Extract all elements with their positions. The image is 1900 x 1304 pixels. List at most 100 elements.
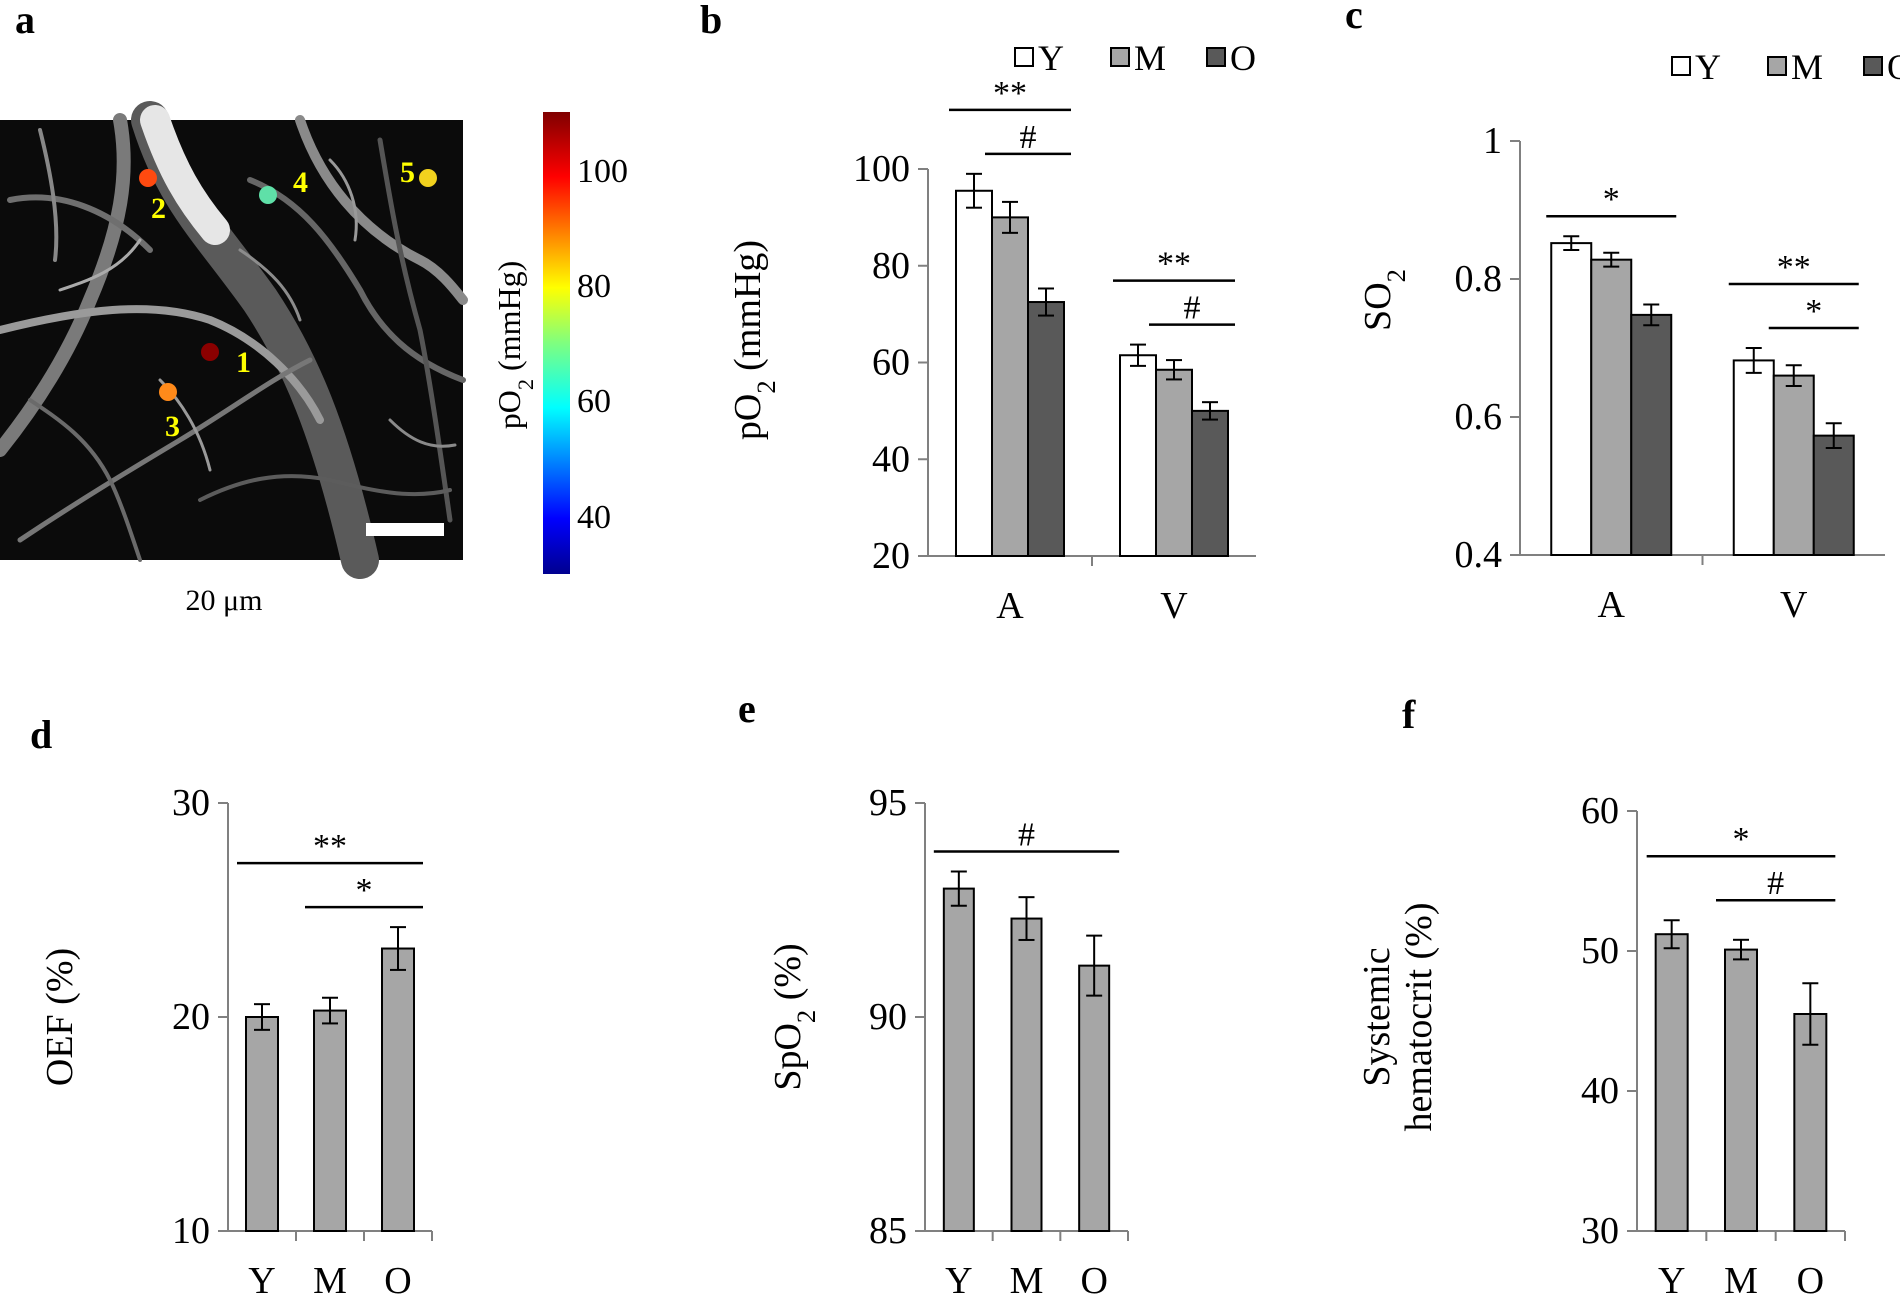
legend-label: O — [1230, 38, 1256, 78]
point-2-label: 2 — [151, 192, 166, 225]
bar — [942, 887, 975, 1232]
bar — [991, 216, 1029, 557]
significance-label: * — [356, 872, 373, 909]
significance-label: ** — [993, 75, 1027, 112]
x-tick-label: Y — [1658, 1260, 1685, 1302]
colorbar-ticks: 100 80 60 40 — [577, 153, 628, 536]
y-tick-label: 80 — [872, 245, 910, 287]
y-tick-label: 60 — [872, 342, 910, 384]
bar — [1119, 354, 1157, 557]
bar — [1027, 301, 1065, 557]
panel-letter-f: f — [1402, 692, 1416, 737]
y-tick-label: 100 — [853, 148, 910, 190]
legend-label: O — [1887, 47, 1900, 87]
chart-panel-c: 0.40.60.81SO2AVYMO**** — [1357, 47, 1900, 626]
significance-label: ** — [1777, 249, 1811, 286]
bar — [1732, 359, 1775, 557]
y-tick-label: 85 — [869, 1210, 907, 1252]
x-tick-label: V — [1780, 584, 1808, 626]
microscopy-image: 1 2 3 4 5 — [0, 101, 468, 579]
x-tick-label: M — [1010, 1260, 1044, 1302]
legend-swatch — [1110, 47, 1130, 67]
y-tick-label: 20 — [872, 535, 910, 577]
bar — [1772, 374, 1815, 556]
y-axis-label: hematocrit (%) — [1398, 903, 1440, 1132]
chart-panel-f: 30 40 50 60 Systemic hematocrit (%) Y M O * # — [1356, 790, 1846, 1302]
x-tick-label: M — [1724, 1260, 1758, 1302]
x-tick-label: O — [1080, 1260, 1107, 1302]
significance-label: ** — [313, 828, 347, 865]
bar — [1010, 917, 1043, 1232]
significance-label: ** — [1157, 246, 1191, 283]
point-4-label: 4 — [293, 166, 308, 199]
bar — [1793, 1013, 1828, 1232]
colorbar-tick: 80 — [577, 268, 611, 305]
significance-label: # — [1767, 865, 1784, 902]
colorbar-tick: 60 — [577, 383, 611, 420]
x-tick-label: V — [1160, 585, 1188, 627]
scale-bar-label: 20 μm — [186, 584, 263, 617]
legend-label: Y — [1695, 47, 1721, 87]
y-tick-label: 40 — [1581, 1070, 1619, 1112]
y-axis-label: SpO2 (%) — [767, 943, 821, 1090]
panel-letter-a: a — [15, 0, 35, 42]
legend-label: M — [1134, 38, 1166, 78]
scale-bar — [366, 523, 444, 536]
point-5-marker — [419, 169, 437, 187]
y-tick-label: 0.8 — [1455, 258, 1503, 300]
y-axis-label: Systemic — [1356, 947, 1398, 1086]
bar — [1078, 964, 1111, 1232]
legend-swatch — [1767, 56, 1787, 76]
chart-panel-e: 85 90 95 SpO2 (%) Y M O # — [767, 782, 1129, 1302]
legend: YMO — [1671, 47, 1900, 87]
bar — [1630, 313, 1673, 556]
x-tick-label: A — [1598, 584, 1626, 626]
point-5-label: 5 — [400, 156, 415, 189]
x-tick-label: O — [1797, 1260, 1824, 1302]
panel-letter-b: b — [700, 0, 722, 42]
bar — [313, 1009, 347, 1233]
legend-swatch — [1206, 47, 1226, 67]
x-tick-label: Y — [945, 1260, 972, 1302]
y-tick-label: 30 — [172, 782, 210, 824]
bar — [1724, 948, 1758, 1232]
x-tick-label: A — [996, 585, 1024, 627]
y-tick-label: 20 — [172, 996, 210, 1038]
colorbar-tick: 100 — [577, 153, 628, 190]
y-tick-label: 10 — [172, 1210, 210, 1252]
y-axis-label: SO2 — [1357, 269, 1411, 331]
chart-panel-d: 10 20 30 OEF (%) Y M O *** — [39, 782, 433, 1302]
y-tick-label: 40 — [872, 438, 910, 480]
significance-label: # — [1018, 816, 1035, 853]
legend-swatch — [1863, 56, 1883, 76]
y-tick-label: 60 — [1581, 790, 1619, 832]
panel-letter-d: d — [30, 712, 52, 757]
point-3-marker — [159, 383, 177, 401]
y-axis-label: pO2 (mmHg) — [727, 240, 781, 440]
bar — [245, 1016, 279, 1232]
legend-label: Y — [1038, 38, 1064, 78]
bar — [1654, 933, 1689, 1232]
y-tick-label: 90 — [869, 996, 907, 1038]
vessel-network — [0, 101, 468, 579]
panel-letter-e: e — [738, 686, 756, 731]
y-tick-label: 1 — [1483, 120, 1502, 162]
point-1-label: 1 — [236, 346, 251, 379]
point-1-marker — [201, 343, 219, 361]
y-tick-label: 50 — [1581, 930, 1619, 972]
x-tick-label: O — [384, 1260, 411, 1302]
colorbar — [543, 112, 570, 574]
significance-label: * — [1805, 293, 1822, 330]
y-tick-label: 0.6 — [1455, 396, 1503, 438]
legend-swatch — [1014, 47, 1034, 67]
x-tick-label: M — [313, 1260, 347, 1302]
colorbar-label: pO2 (mmHg) — [491, 261, 538, 430]
y-axis-label: OEF (%) — [39, 948, 81, 1086]
significance-label: # — [1020, 119, 1037, 156]
point-4-marker — [259, 186, 277, 204]
legend-label: M — [1791, 47, 1823, 87]
x-tick-label: Y — [248, 1260, 275, 1302]
